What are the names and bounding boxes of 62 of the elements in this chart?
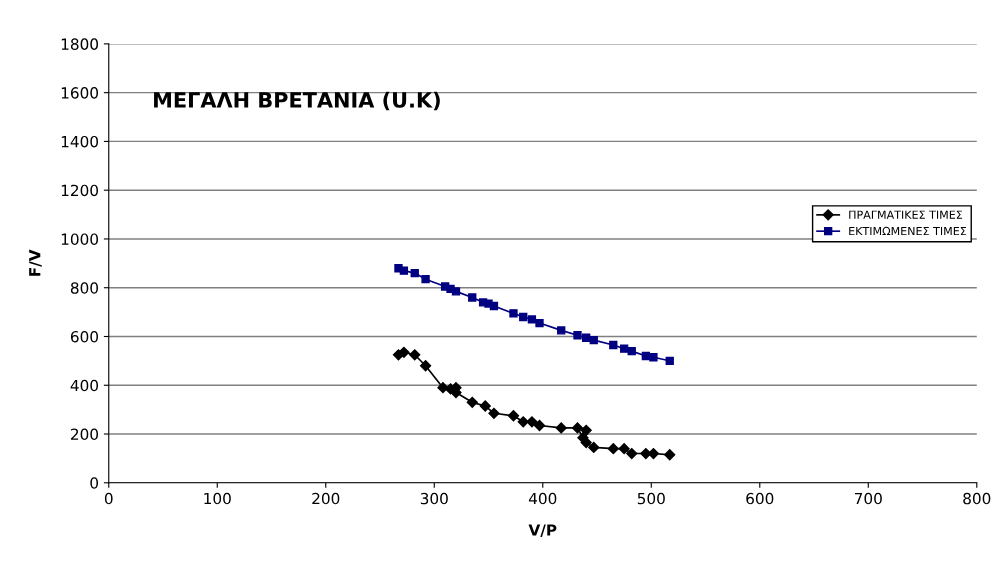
point	[468, 293, 477, 302]
point	[533, 419, 546, 432]
point	[398, 346, 410, 358]
legend-label: ΠΡΑΓΜΑΤΙΚΕΣ ΤΙΜΕΣ	[849, 210, 963, 219]
point	[409, 349, 421, 361]
point	[609, 340, 618, 350]
point	[517, 416, 529, 428]
point	[419, 360, 432, 372]
point	[479, 400, 491, 412]
point	[626, 447, 638, 460]
point	[526, 416, 538, 428]
point	[399, 266, 409, 275]
y-tick-label: 1200	[61, 184, 99, 197]
y-tick-label: 1400	[61, 135, 99, 148]
legend-label: ΕΚΤΙΜΩΜΕΝΕΣ ΤΙΜΕΣ	[849, 226, 967, 236]
point	[664, 449, 676, 461]
point	[535, 318, 544, 328]
y-tick-label: 1000	[61, 233, 99, 245]
point	[527, 315, 537, 324]
x-tick-label: 0	[104, 492, 113, 505]
point	[588, 441, 600, 454]
x-tick-label: 100	[204, 492, 231, 505]
point	[619, 344, 629, 353]
point	[618, 443, 630, 455]
point	[466, 396, 478, 408]
point	[580, 424, 592, 436]
point	[437, 382, 449, 394]
point	[507, 410, 520, 422]
text: ΜΕΓΑΛΗ ΒΡΕΤΑΝΙΑ (U.K)	[154, 91, 440, 111]
y-tick-label: 400	[70, 379, 99, 392]
point	[410, 268, 419, 278]
point	[421, 275, 430, 284]
point	[509, 309, 518, 318]
x-tick-label: 700	[854, 492, 882, 505]
x-tick-label: 400	[528, 492, 557, 505]
point	[451, 287, 461, 296]
y-tick-label: 1800	[61, 38, 99, 50]
point	[573, 331, 582, 340]
point	[571, 422, 584, 434]
point	[489, 301, 499, 311]
point	[665, 356, 674, 366]
y-tick-label: 1600	[61, 87, 99, 99]
y-tick-label: 800	[70, 282, 99, 294]
x-tick-label: 500	[637, 492, 665, 505]
point	[627, 346, 636, 356]
x-axis-title: V/P	[528, 524, 557, 537]
point	[589, 335, 598, 345]
point	[488, 407, 500, 419]
x-tick-label: 200	[312, 492, 340, 505]
point	[607, 443, 619, 455]
y-tick-label: 600	[70, 330, 99, 343]
point	[582, 333, 591, 342]
y-tick-label: 200	[70, 428, 99, 441]
point	[649, 353, 658, 362]
y-axis-title: F/V	[29, 249, 42, 276]
x-tick-label: 600	[746, 492, 774, 505]
x-tick-label: 300	[420, 492, 448, 505]
point	[555, 422, 567, 434]
y-tick-label: 0	[90, 477, 99, 489]
point	[557, 326, 566, 335]
point	[519, 312, 528, 322]
x-tick-label: 800	[963, 492, 991, 505]
